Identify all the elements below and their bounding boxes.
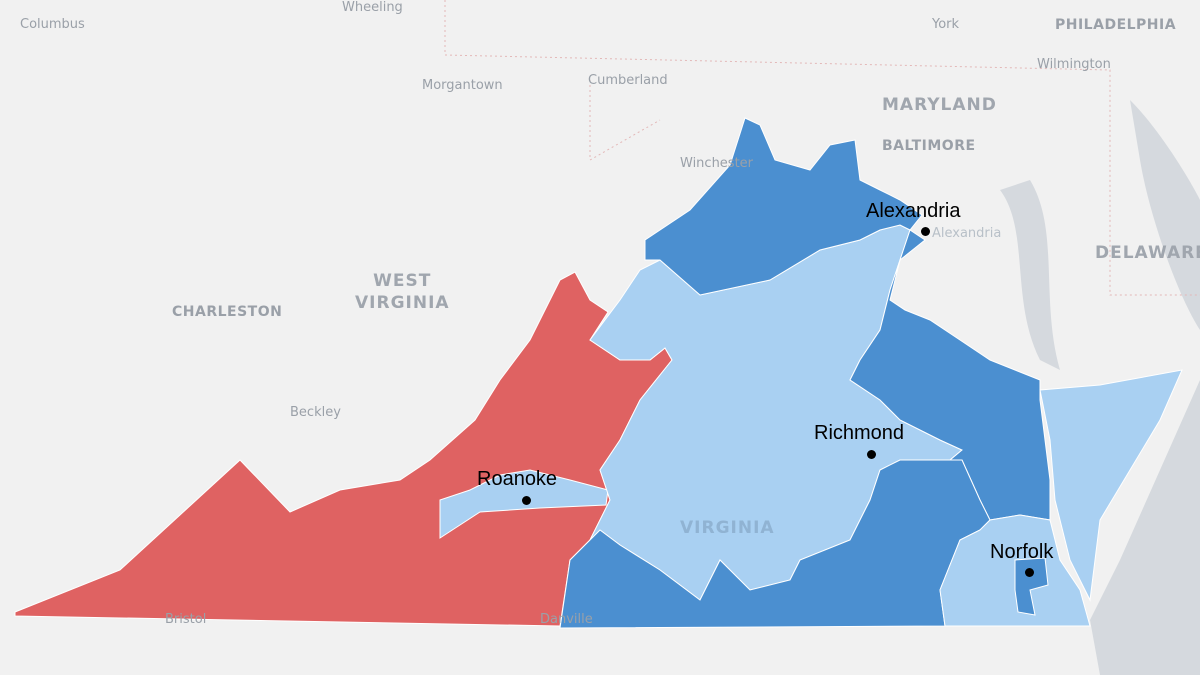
label-columbus: Columbus [20,17,85,32]
label-wilmington: Wilmington [1037,57,1111,72]
label-cumberland: Cumberland [588,73,668,88]
city-label-roanoke: Roanoke [477,468,558,490]
district-norfolk-dark[interactable] [1014,557,1049,616]
label-morgantown: Morgantown [422,78,503,93]
district-eastern-shore-light[interactable] [1039,369,1183,602]
label-charleston: CHARLESTON [172,304,283,320]
city-label-richmond: Richmond [814,422,905,444]
label-beckley: Beckley [290,405,341,420]
district-north-dark[interactable] [644,117,923,296]
label-york: York [932,17,960,32]
label-virginia: VIRGINIA [680,518,775,538]
label-philadelphia: PHILADELPHIA [1055,17,1177,33]
city-label-alexandria: Alexandria [866,200,961,222]
city-marker-richmond [867,450,876,459]
label-maryland: MARYLAND [882,95,997,115]
state-borders [444,0,1200,296]
city-marker-roanoke [522,496,531,505]
label-alexandria-small: Alexandria [932,226,1002,241]
city-marker-alexandria [921,227,930,236]
background-water [1000,100,1200,675]
label-danville: Danville [540,612,593,627]
label-bristol: Bristol [165,612,207,627]
city-marker-norfolk [1025,568,1034,577]
label-baltimore: BALTIMORE [882,138,976,154]
label-wheeling: Wheeling [342,0,403,15]
label-west-virginia: WEST VIRGINIA [355,271,450,313]
city-label-norfolk: Norfolk [990,541,1054,563]
label-winchester: Winchester [680,156,754,171]
label-delaware: DELAWARE [1095,243,1200,263]
